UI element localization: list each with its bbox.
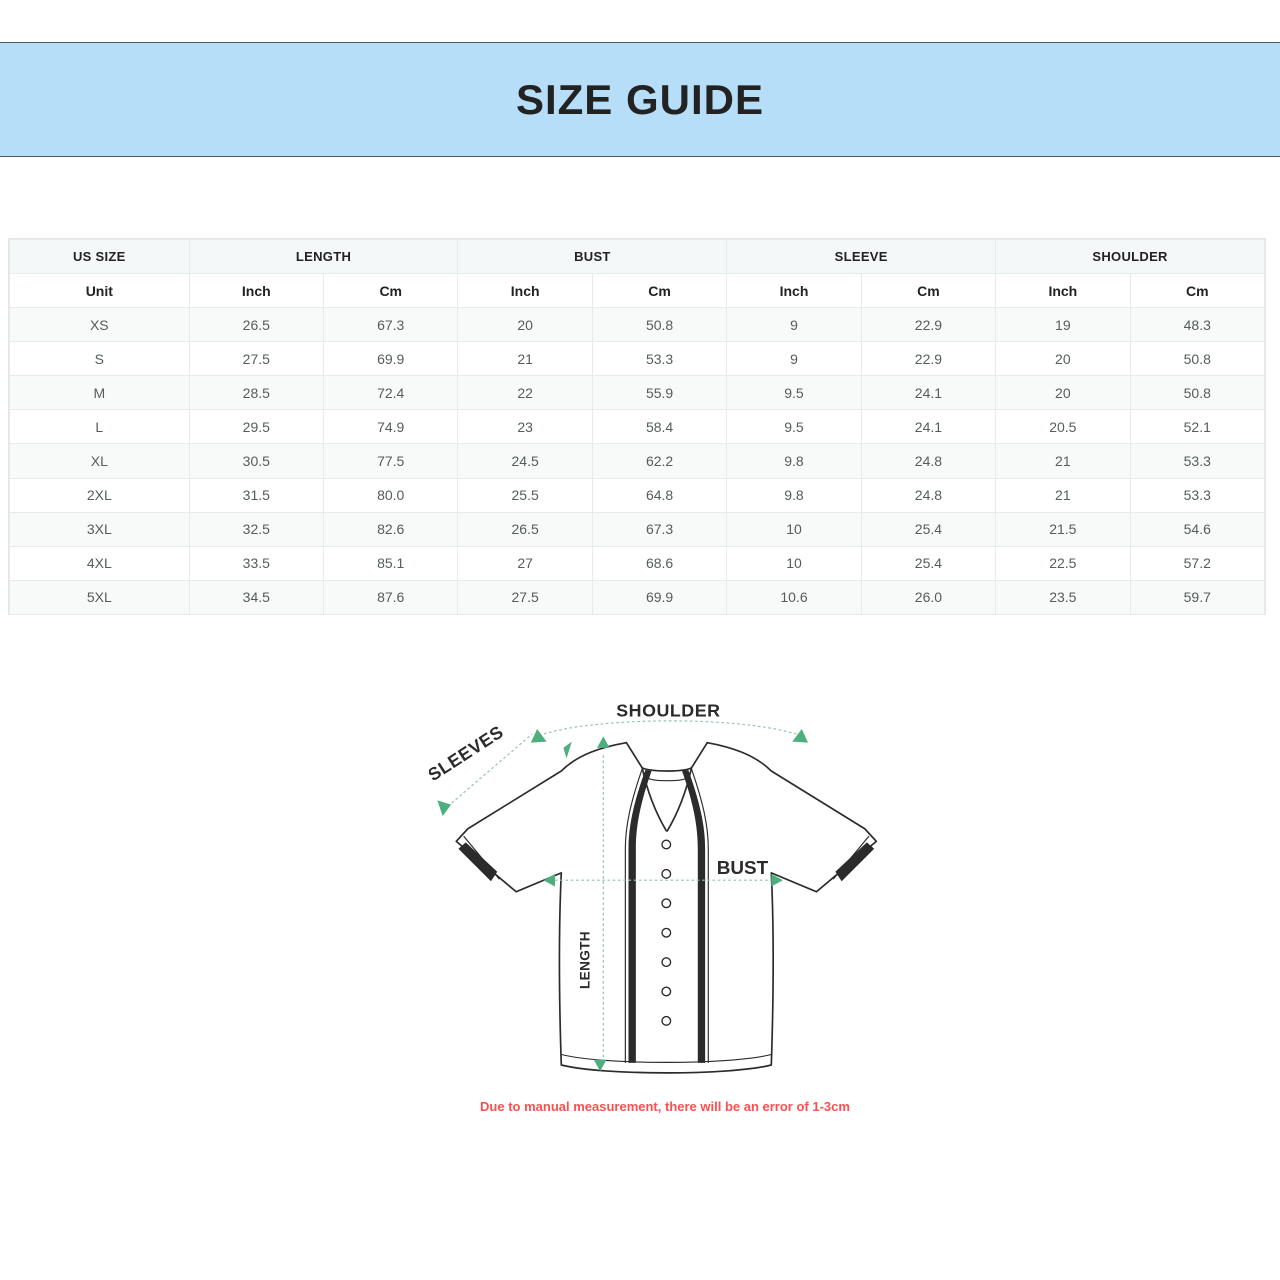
svg-text:BUST: BUST — [716, 858, 768, 879]
svg-text:LENGTH: LENGTH — [577, 931, 592, 989]
svg-text:SHOULDER: SHOULDER — [616, 701, 720, 721]
svg-text:SLEEVES: SLEEVES — [429, 722, 507, 786]
